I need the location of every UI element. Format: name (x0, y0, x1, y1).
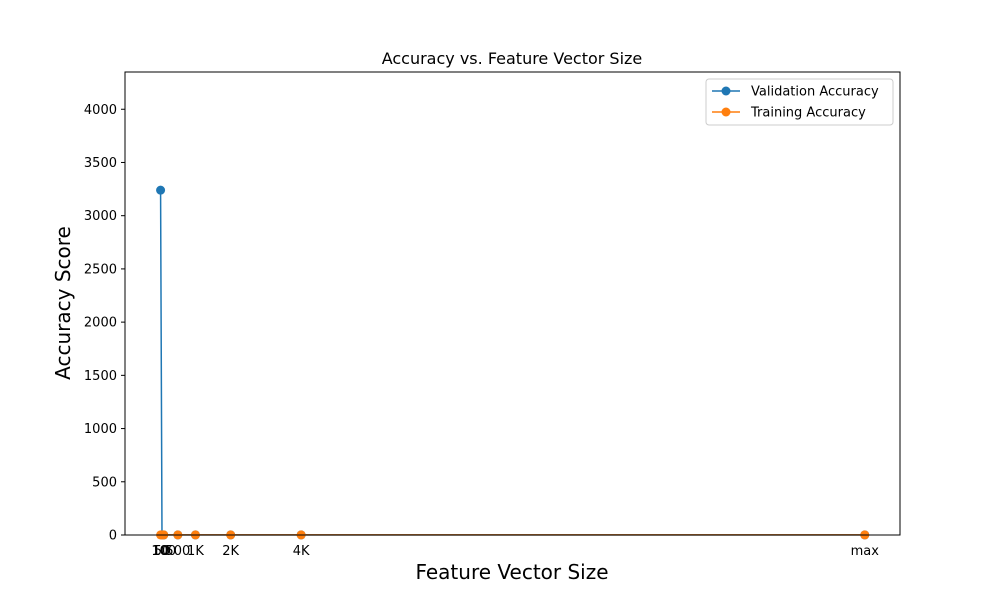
legend-marker (721, 86, 731, 96)
y-tick-label: 500 (92, 475, 117, 490)
x-tick-label: 2K (222, 544, 239, 559)
x-tick-label: 50 (154, 544, 171, 559)
legend-label: Training Accuracy (750, 106, 866, 121)
y-tick-label: 4000 (84, 103, 117, 118)
y-tick-label: 2000 (84, 316, 117, 331)
y-tick-label: 2500 (84, 262, 117, 277)
x-tick-label: max (851, 544, 880, 559)
data-point (156, 185, 166, 195)
plot-frame (124, 71, 901, 536)
series-line (159, 190, 865, 536)
x-tick-label: 500 (165, 544, 190, 559)
x-tick-label: 10 (152, 544, 169, 559)
legend-box (705, 78, 894, 126)
x-axis-label: Feature Vector Size (415, 560, 608, 584)
y-tick-label: 1500 (84, 369, 117, 384)
y-tick-label: 3500 (84, 156, 117, 171)
legend: Validation Accuracy Training Accuracy (705, 78, 894, 126)
y-tick-label: 3000 (84, 209, 117, 224)
y-ticks: 0 500 1000 1500 2000 2500 3000 3500 4000 (84, 103, 125, 544)
x-tick-label: 1K (187, 544, 204, 559)
y-tick-label: 0 (109, 529, 117, 544)
y-tick-label: 1000 (84, 422, 117, 437)
chart-title: Accuracy vs. Feature Vector Size (382, 49, 643, 68)
legend-marker (721, 107, 731, 117)
x-tick-label: 100 (151, 544, 176, 559)
y-axis-label: Accuracy Score (51, 226, 75, 380)
x-tick-label: 4K (293, 544, 310, 559)
legend-label: Validation Accuracy (751, 85, 879, 100)
plot-series (156, 185, 870, 540)
